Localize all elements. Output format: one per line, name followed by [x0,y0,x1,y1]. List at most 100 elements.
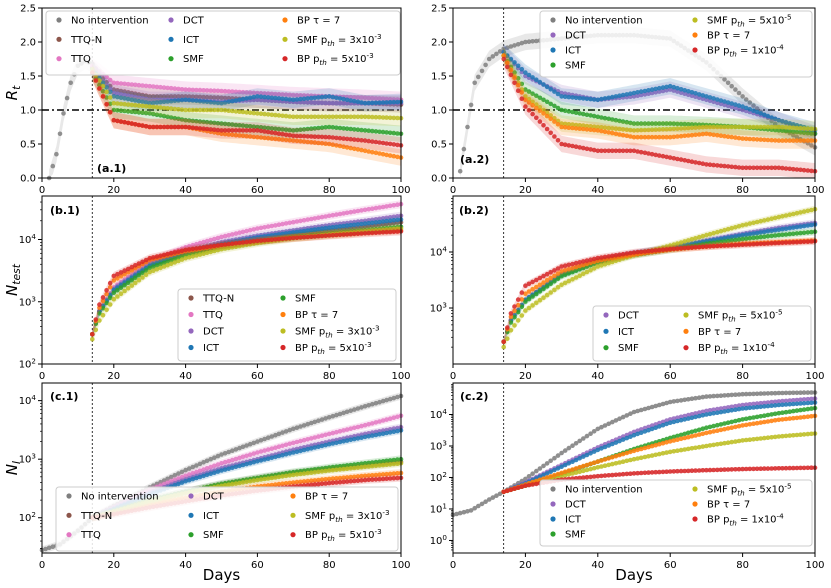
data-point [548,101,553,107]
data-point [301,218,307,223]
legend-label: SMF pth = 3x10-3 [295,324,380,340]
data-point [725,226,731,232]
data-point [667,243,673,248]
y-tick-label: 2.5 [20,4,36,15]
text-part: SMF p [297,35,327,46]
data-point [100,83,106,89]
data-point [301,228,307,234]
data-point [613,117,619,123]
data-point [617,93,622,98]
y-tick-label: 103 [19,294,36,308]
data-point [301,139,307,144]
data-point [247,90,253,95]
data-point [165,259,170,264]
data-point [635,90,640,95]
data-point [273,112,278,118]
data-point [341,96,346,102]
data-point [758,218,763,224]
data-point [387,141,393,147]
data-point [118,88,124,94]
text-part: 10 [430,248,443,259]
data-point [262,225,267,230]
data-point [280,131,285,137]
data-point [197,245,203,251]
legend-item-ttq: TTQ [56,54,91,65]
data-point [247,134,253,139]
data-point [370,114,375,120]
data-point [805,230,811,235]
data-point [537,108,543,113]
legend-label: No intervention [565,16,643,27]
data-point [682,125,687,131]
text-part: BP τ = 7 [295,310,338,321]
data-point [301,99,307,105]
data-point [664,84,669,90]
data-point [255,128,260,133]
data-point [190,254,196,259]
text-part: BP p [295,343,317,354]
data-point [291,138,296,143]
data-point [344,232,350,237]
superscript: -4 [777,512,785,521]
data-point [805,208,811,214]
data-point [678,126,684,131]
data-point [391,130,397,136]
legend-marker [168,17,174,23]
confidence-band [92,64,402,142]
data-point [291,235,296,241]
series-bp-pth [90,227,404,339]
data-point [537,289,543,294]
data-point [176,98,181,103]
x-axis-label: Days [615,566,653,584]
data-point [140,275,145,280]
data-point [519,313,525,318]
data-point [548,130,553,136]
data-point [395,217,400,223]
data-point [194,107,199,113]
data-point [161,99,167,105]
data-point [247,124,253,129]
axes-frame [41,195,402,365]
data-point [151,264,156,269]
data-point [355,208,361,214]
data-point [526,289,532,294]
data-point [355,231,361,236]
data-point [133,94,138,100]
data-point [226,241,231,247]
data-point [682,88,687,93]
text-part: BP τ = 7 [305,492,348,503]
data-point [140,110,145,115]
data-point [186,87,192,92]
data-point [602,129,608,135]
data-point [305,126,311,132]
data-point [559,282,564,288]
data-point [395,99,400,105]
data-point [244,228,249,234]
data-point [733,124,738,130]
data-point [733,164,738,170]
data-point [573,268,579,274]
data-point [642,88,648,94]
data-point [226,122,231,127]
data-point [678,157,684,162]
data-point [395,154,400,160]
data-point [534,291,539,297]
data-point [276,131,282,136]
data-point [97,78,102,83]
legend-marker [683,328,689,334]
data-point [97,311,102,316]
data-point [508,311,514,316]
data-point [671,84,677,90]
data-point [233,122,239,128]
data-point [461,146,467,152]
data-point [534,284,539,290]
data-point [696,92,702,97]
data-point [559,273,564,279]
data-point [316,134,321,140]
data-point [247,95,253,101]
data-point [226,95,231,101]
data-point [115,101,120,106]
data-point [104,95,109,100]
data-point [111,80,117,86]
